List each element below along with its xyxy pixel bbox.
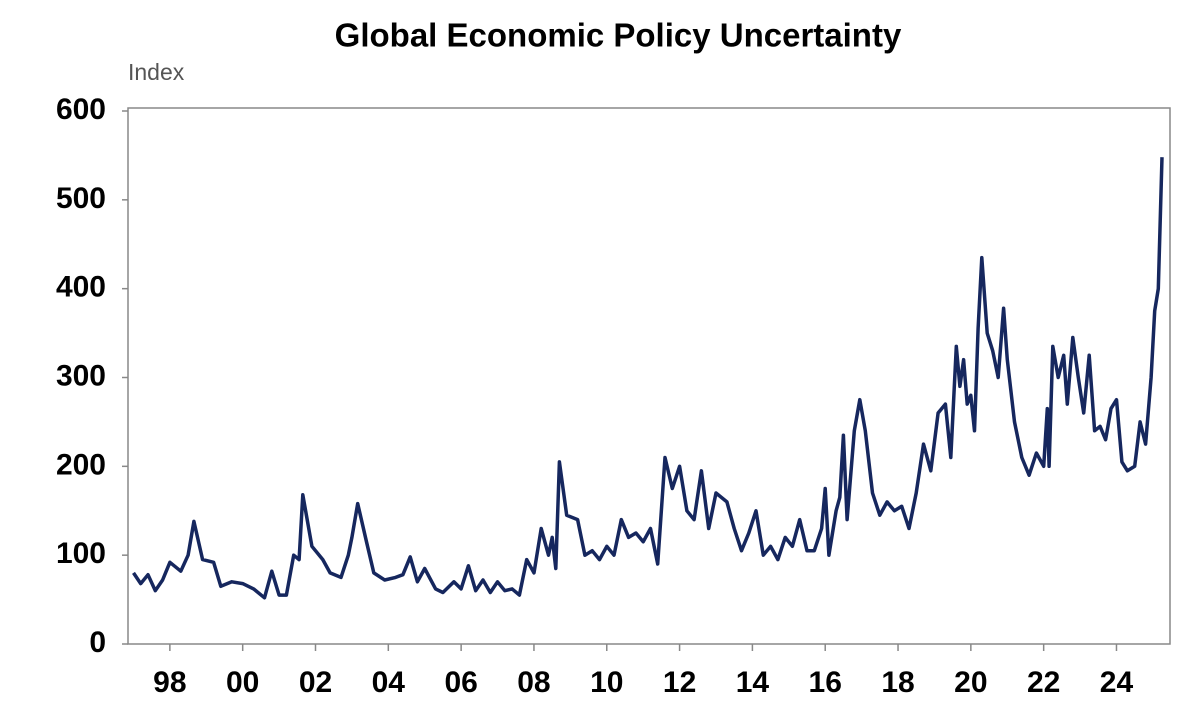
y-tick-label: 400 bbox=[56, 271, 106, 304]
y-tick-label: 300 bbox=[56, 359, 106, 392]
x-tick-label: 02 bbox=[299, 666, 332, 699]
x-tick-label: 12 bbox=[663, 666, 696, 699]
x-tick-label: 98 bbox=[153, 666, 186, 699]
chart-title: Global Economic Policy Uncertainty bbox=[335, 17, 902, 54]
y-tick-label: 500 bbox=[56, 182, 106, 215]
data-line bbox=[132, 157, 1164, 600]
x-tick-label: 20 bbox=[954, 666, 987, 699]
x-tick-label: 04 bbox=[372, 666, 406, 699]
x-tick-label: 14 bbox=[736, 666, 770, 699]
x-tick-label: 24 bbox=[1100, 666, 1134, 699]
x-tick-label: 08 bbox=[517, 666, 550, 699]
x-tick-label: 10 bbox=[590, 666, 623, 699]
x-tick-label: 22 bbox=[1027, 666, 1060, 699]
y-tick-label: 200 bbox=[56, 448, 106, 481]
x-tick-label: 16 bbox=[809, 666, 842, 699]
y-axis-label: Index bbox=[128, 59, 185, 85]
x-tick-label: 18 bbox=[881, 666, 914, 699]
x-tick-label: 00 bbox=[226, 666, 259, 699]
y-tick-label: 0 bbox=[89, 626, 106, 659]
x-tick-label: 06 bbox=[444, 666, 477, 699]
y-tick-label: 600 bbox=[56, 93, 106, 126]
plot-frame bbox=[127, 107, 1171, 645]
y-tick-label: 100 bbox=[56, 537, 106, 570]
